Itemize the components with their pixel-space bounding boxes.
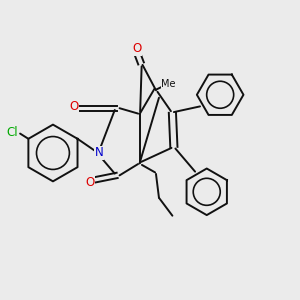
Text: Cl: Cl <box>7 126 19 139</box>
Text: Me: Me <box>161 79 176 89</box>
Text: N: N <box>95 146 103 160</box>
Text: O: O <box>69 100 79 113</box>
Text: O: O <box>86 176 95 189</box>
Text: O: O <box>132 42 141 55</box>
